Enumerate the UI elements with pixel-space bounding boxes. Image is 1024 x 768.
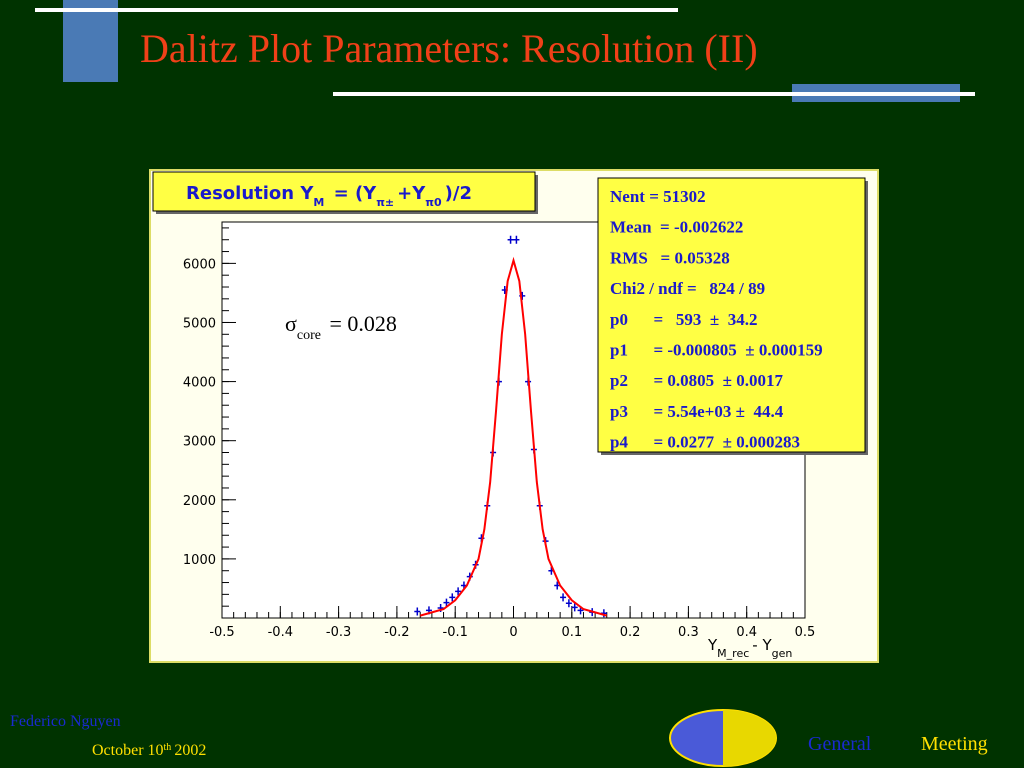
footer-event: General [808, 733, 872, 755]
x-tick-label: 0 [509, 625, 517, 640]
y-tick-label: 1000 [183, 553, 216, 568]
x-tick-label: -0.2 [384, 625, 409, 640]
x-tick-label: -0.4 [268, 625, 293, 640]
stats-line: Nent = 51302 [610, 187, 706, 206]
y-tick-label: 5000 [183, 316, 216, 331]
decor-block [63, 0, 118, 82]
footer-date-part: th [164, 742, 172, 753]
stats-line: RMS = 0.05328 [610, 248, 730, 267]
stats-line: p1 = -0.000805 ± 0.000159 [610, 341, 823, 360]
y-tick-label: 3000 [183, 435, 216, 450]
chart-title: Resolution YM = (Yπ± +Yπ0)/2 [186, 183, 472, 209]
data-point [414, 607, 421, 616]
x-tick-label: -0.1 [443, 625, 468, 640]
chart-title-part: )/2 [445, 183, 472, 204]
stats-line: Chi2 / ndf = 824 / 89 [610, 279, 765, 298]
x-tick-label: 0.1 [561, 625, 582, 640]
data-point [443, 598, 450, 607]
stats-line: p4 = 0.0277 ± 0.000283 [610, 433, 800, 452]
footer-date: October 10th 2002 [92, 742, 206, 760]
annotation-part: core [297, 328, 321, 343]
x-axis-label-part: - Y [752, 636, 772, 654]
x-axis-label-part: gen [772, 647, 793, 660]
data-point [571, 603, 578, 612]
x-tick-label: -0.5 [209, 625, 234, 640]
x-axis-label-part: M_rec [717, 647, 749, 660]
chart-title-part: π± [376, 196, 394, 209]
chart-title-part: Resolution Y [186, 183, 314, 204]
annotation: σcore = 0.028 [285, 311, 397, 343]
x-axis-label-part: Y [707, 636, 718, 654]
stats-line: p2 = 0.0805 ± 0.0017 [610, 371, 783, 390]
decor-line [333, 92, 975, 96]
data-point [513, 235, 520, 244]
x-tick-label: -0.3 [326, 625, 351, 640]
x-tick-label: 0.3 [678, 625, 699, 640]
title-box [152, 171, 536, 212]
chart-title-part: +Y [397, 183, 426, 204]
y-tick-label: 6000 [183, 257, 216, 272]
y-tick-label: 4000 [183, 376, 216, 391]
data-point [565, 599, 572, 608]
stats-line: p3 = 5.54e+03 ± 44.4 [610, 402, 784, 421]
footer-date-part: October 10 [92, 742, 164, 759]
chart-title-part: M [313, 196, 324, 209]
x-tick-label: 0.5 [795, 625, 816, 640]
footer-date-part: 2002 [174, 742, 206, 759]
x-tick-label: 0.4 [736, 625, 757, 640]
logo-half [723, 710, 776, 766]
data-point [507, 235, 514, 244]
footer-event: Meeting [921, 733, 988, 755]
slide-title: Dalitz Plot Parameters: Resolution (II) [140, 26, 758, 71]
data-point [449, 593, 456, 602]
fit-curve [419, 256, 608, 617]
chart-title-part: π0 [425, 196, 442, 209]
x-axis-label: YM_rec - Ygen [707, 636, 792, 660]
footer-author: Federico Nguyen [10, 713, 121, 730]
stats: Nent = 51302 Mean = -0.002622 RMS = 0.0532… [610, 187, 823, 452]
y-tick-label: 2000 [183, 494, 216, 509]
chart-title-part: = (Y [327, 183, 377, 204]
stats-box [597, 177, 866, 453]
data-point [455, 587, 462, 596]
annotation-part: = 0.028 [324, 311, 397, 336]
stats-line: p0 = 593 ± 34.2 [610, 310, 757, 329]
stats-line: Mean = -0.002622 [610, 218, 743, 237]
data-point [560, 593, 567, 602]
annotation-part: σ [285, 311, 297, 336]
x-tick-label: 0.2 [620, 625, 641, 640]
decor-line [35, 8, 678, 12]
